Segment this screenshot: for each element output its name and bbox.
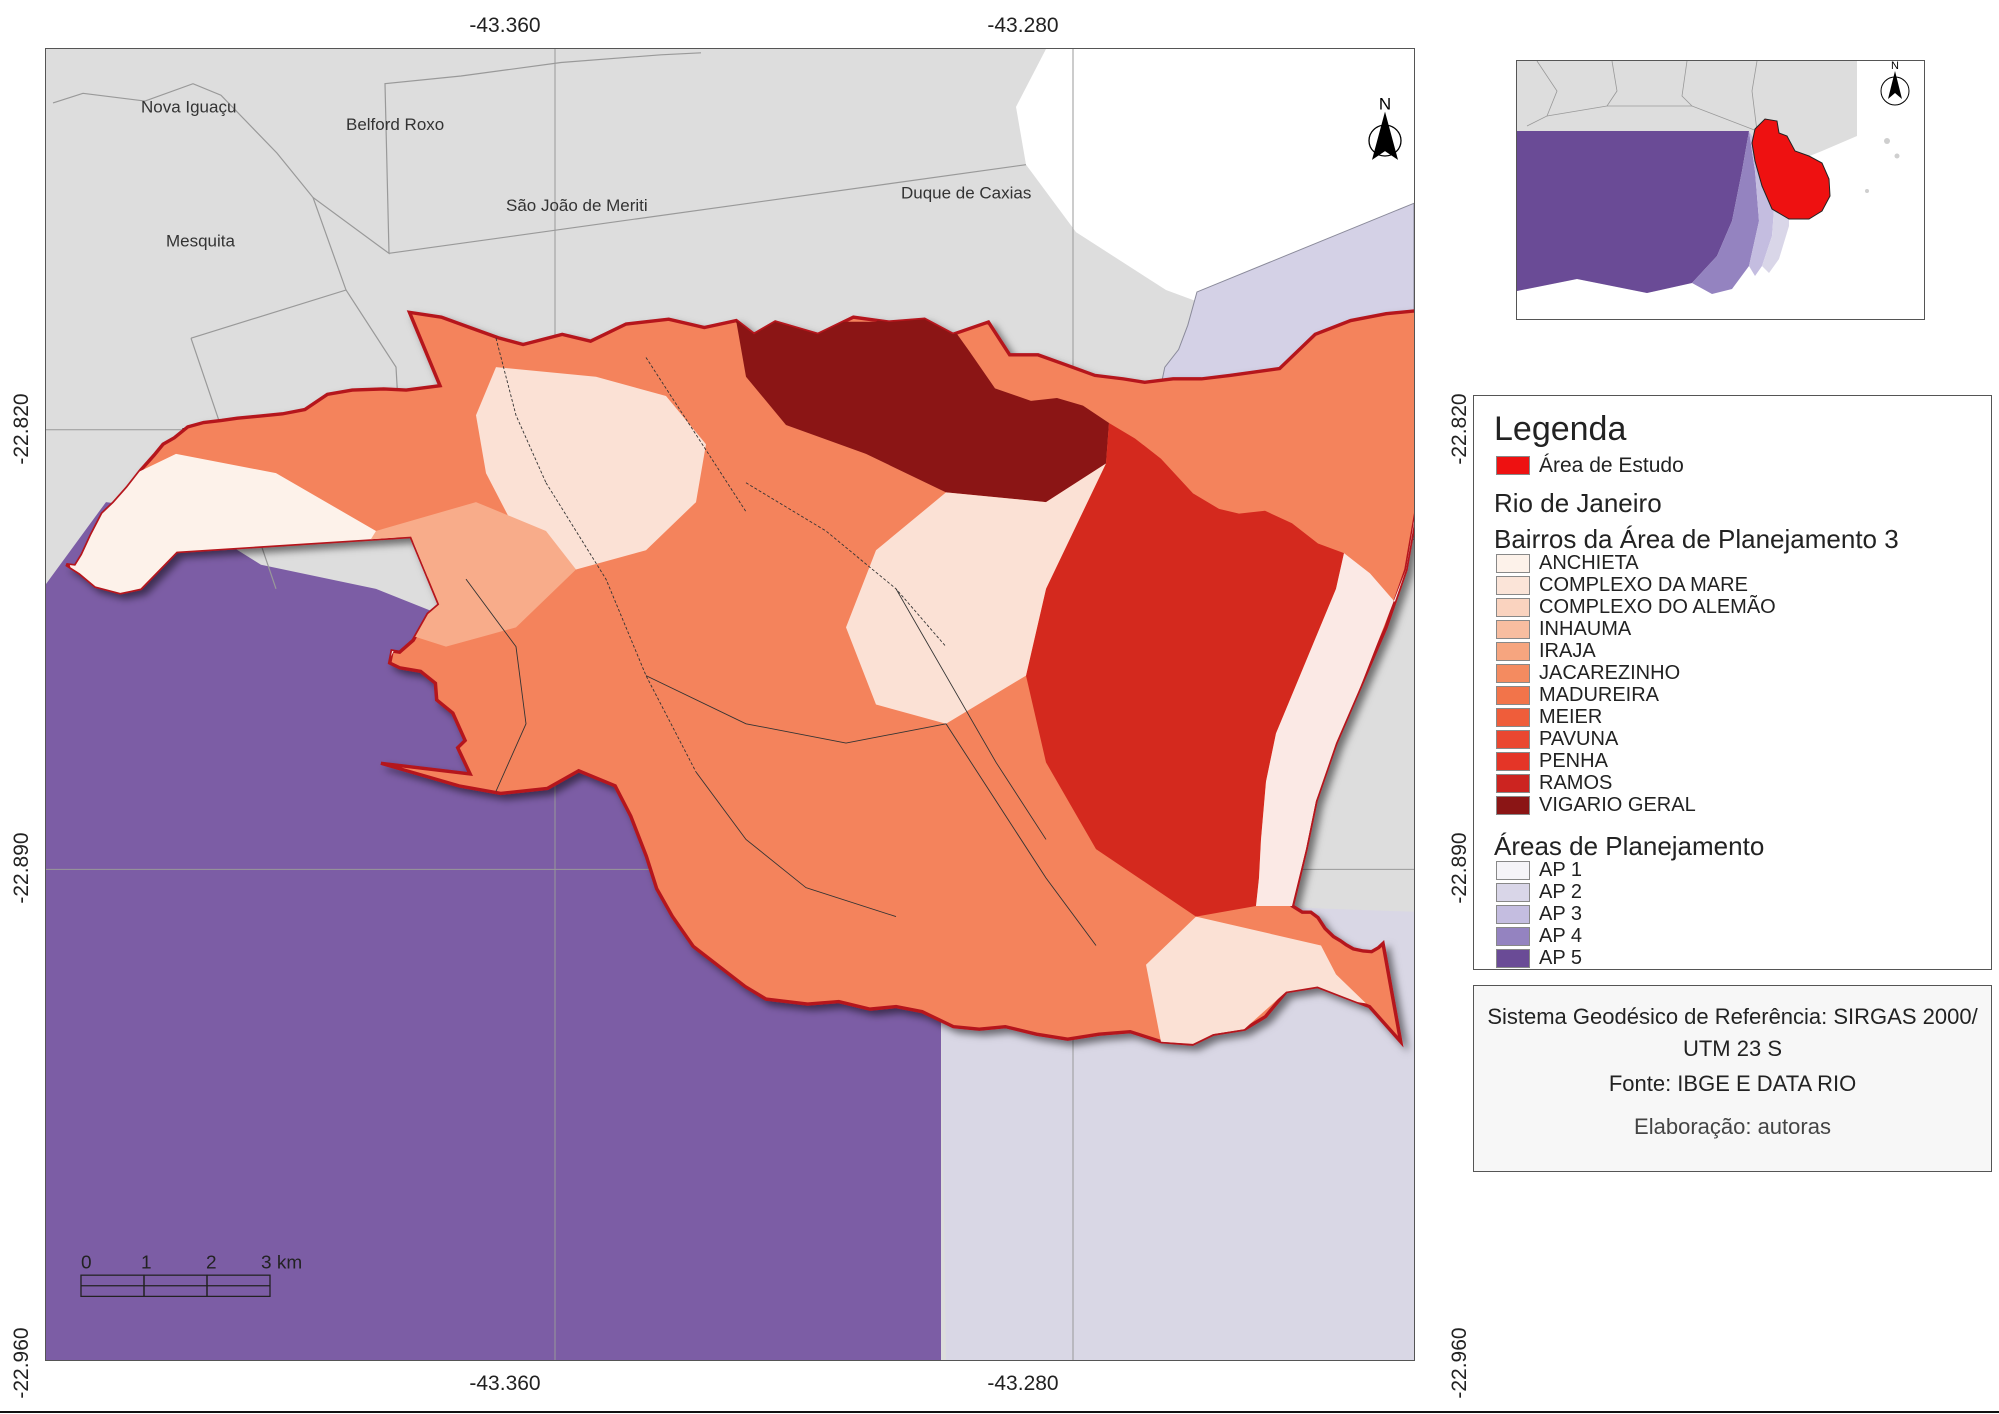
svg-text:Mesquita: Mesquita: [166, 232, 236, 251]
svg-text:Belford Roxo: Belford Roxo: [346, 115, 444, 134]
svg-text:São João de Meriti: São João de Meriti: [506, 196, 648, 215]
svg-text:1: 1: [141, 1252, 152, 1273]
svg-text:0: 0: [81, 1252, 92, 1273]
svg-text:N: N: [1379, 95, 1391, 114]
svg-text:2: 2: [206, 1252, 217, 1273]
svg-text:Duque de Caxias: Duque de Caxias: [901, 184, 1031, 203]
svg-text:N: N: [1891, 61, 1899, 72]
svg-text:3 km: 3 km: [261, 1252, 302, 1273]
svg-text:Nova Iguaçu: Nova Iguaçu: [141, 98, 236, 117]
